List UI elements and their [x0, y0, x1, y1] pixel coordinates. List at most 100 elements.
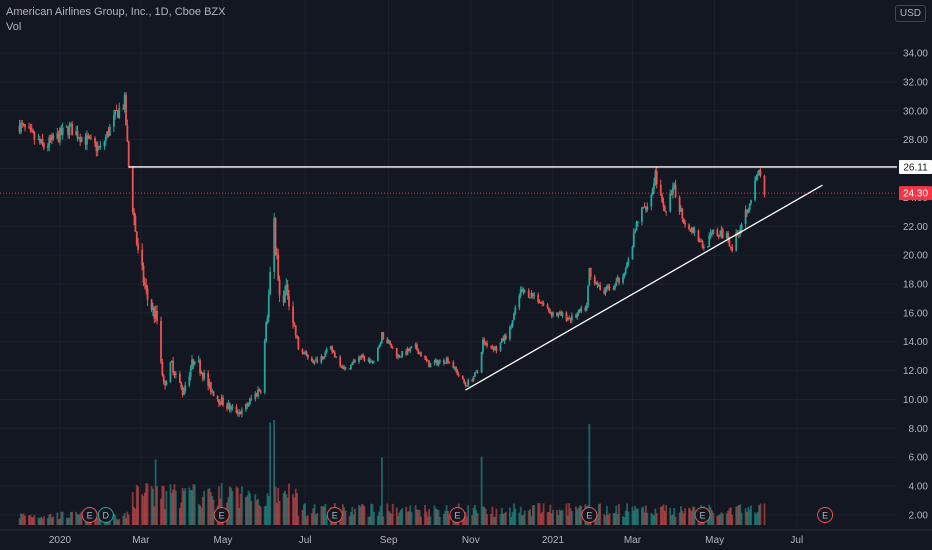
candle-body [226, 405, 228, 409]
candle-body [406, 348, 409, 355]
volume-bar [763, 503, 766, 525]
event-marker-label: E [219, 511, 225, 521]
candle-body [297, 337, 300, 350]
candle-body [763, 175, 766, 195]
candle-body [146, 288, 149, 300]
candle-body [566, 317, 569, 321]
candle-body [219, 403, 222, 405]
volume-bar [246, 495, 249, 525]
volume-bar [646, 512, 649, 525]
candle-body [521, 288, 523, 290]
earnings-marker[interactable] [81, 507, 98, 523]
volume-bar [568, 503, 571, 525]
candle-body [181, 387, 184, 396]
volume-bar [716, 515, 719, 525]
event-marker-label: E [454, 511, 460, 521]
volume-bar [689, 509, 692, 525]
time-tick-label: May [214, 535, 233, 546]
volume-bar [424, 504, 426, 525]
candle-body [557, 312, 560, 316]
dividend-marker[interactable] [97, 507, 114, 523]
candle-body [150, 299, 153, 310]
candle-body [556, 312, 558, 316]
price-tick-label: 22.00 [903, 222, 928, 233]
volume-bar [60, 511, 63, 525]
volume-bar [618, 504, 620, 525]
volume-bar [378, 511, 381, 525]
volume-bar [500, 508, 503, 525]
candle-body [227, 403, 230, 409]
time-axis[interactable]: 2020 Mar May Jul Sep Nov 2021 Mar May Jul [0, 529, 932, 546]
candle-body [41, 139, 44, 144]
candle-body [758, 170, 760, 175]
candle-body [284, 290, 286, 303]
candle-body [689, 228, 692, 232]
volume-bar [490, 513, 492, 525]
volume-bar [608, 513, 611, 525]
candle-body [212, 391, 215, 397]
candle-body [414, 344, 417, 348]
candle-body [561, 312, 564, 316]
candle-body [747, 210, 750, 213]
volume-bar [184, 488, 187, 525]
candle-body [445, 358, 448, 363]
volume-bar [169, 484, 172, 525]
volume-bar [306, 515, 309, 525]
price-tick-label: 8.00 [909, 424, 929, 435]
volume-bar [659, 506, 662, 525]
candle-body [127, 141, 130, 167]
candle-body [379, 342, 382, 346]
time-tick-label: Jul [790, 535, 803, 546]
volume-bar [492, 516, 495, 525]
trend-lines[interactable] [0, 166, 897, 391]
candle-body [634, 230, 637, 233]
earnings-marker[interactable] [213, 507, 230, 523]
earnings-marker[interactable] [326, 507, 343, 523]
volume-bar [729, 507, 732, 525]
candle-body [645, 206, 647, 210]
candle-body [483, 339, 486, 344]
volume-bar [721, 513, 724, 525]
candle-body [589, 268, 592, 277]
price-tick-label: 28.00 [903, 135, 928, 146]
earnings-marker[interactable] [694, 507, 711, 523]
volume-bar [321, 506, 324, 525]
candle-body [499, 342, 502, 351]
volume-bar [71, 511, 74, 525]
volume-bar [755, 513, 758, 525]
earnings-marker[interactable] [817, 507, 834, 523]
candle-body [659, 184, 662, 196]
volume-bar [247, 490, 250, 525]
candle-body [315, 359, 317, 361]
volume-bar [212, 499, 215, 525]
price-axis[interactable]: 34.0032.0030.0028.0026.0024.0022.0020.00… [899, 49, 932, 522]
volume-bar [77, 514, 80, 525]
candle-body [735, 232, 738, 251]
volume-bar [410, 512, 413, 525]
volume-bar [623, 516, 626, 525]
candle-body [160, 320, 162, 362]
volume-bar [273, 420, 276, 525]
earnings-marker[interactable] [581, 507, 598, 523]
volume-bar [409, 505, 412, 525]
support-trendline[interactable] [465, 184, 823, 391]
candle-body [530, 293, 533, 298]
volume-bar [759, 503, 762, 525]
earnings-marker[interactable] [449, 507, 466, 523]
volume-bar [141, 494, 144, 525]
volume-bar [546, 512, 549, 525]
candle-body [463, 378, 465, 383]
volume-bar [558, 509, 561, 525]
currency-badge[interactable]: USD [894, 5, 926, 22]
candle-body [178, 373, 181, 383]
candle-body [141, 249, 144, 266]
volume-bar [263, 506, 266, 525]
volume-bar [230, 487, 232, 525]
candle-body [502, 338, 505, 342]
volume-bar [565, 503, 568, 525]
candle-body [75, 131, 78, 136]
volume-bar [250, 500, 253, 525]
price-tick-label: 12.00 [903, 366, 928, 377]
